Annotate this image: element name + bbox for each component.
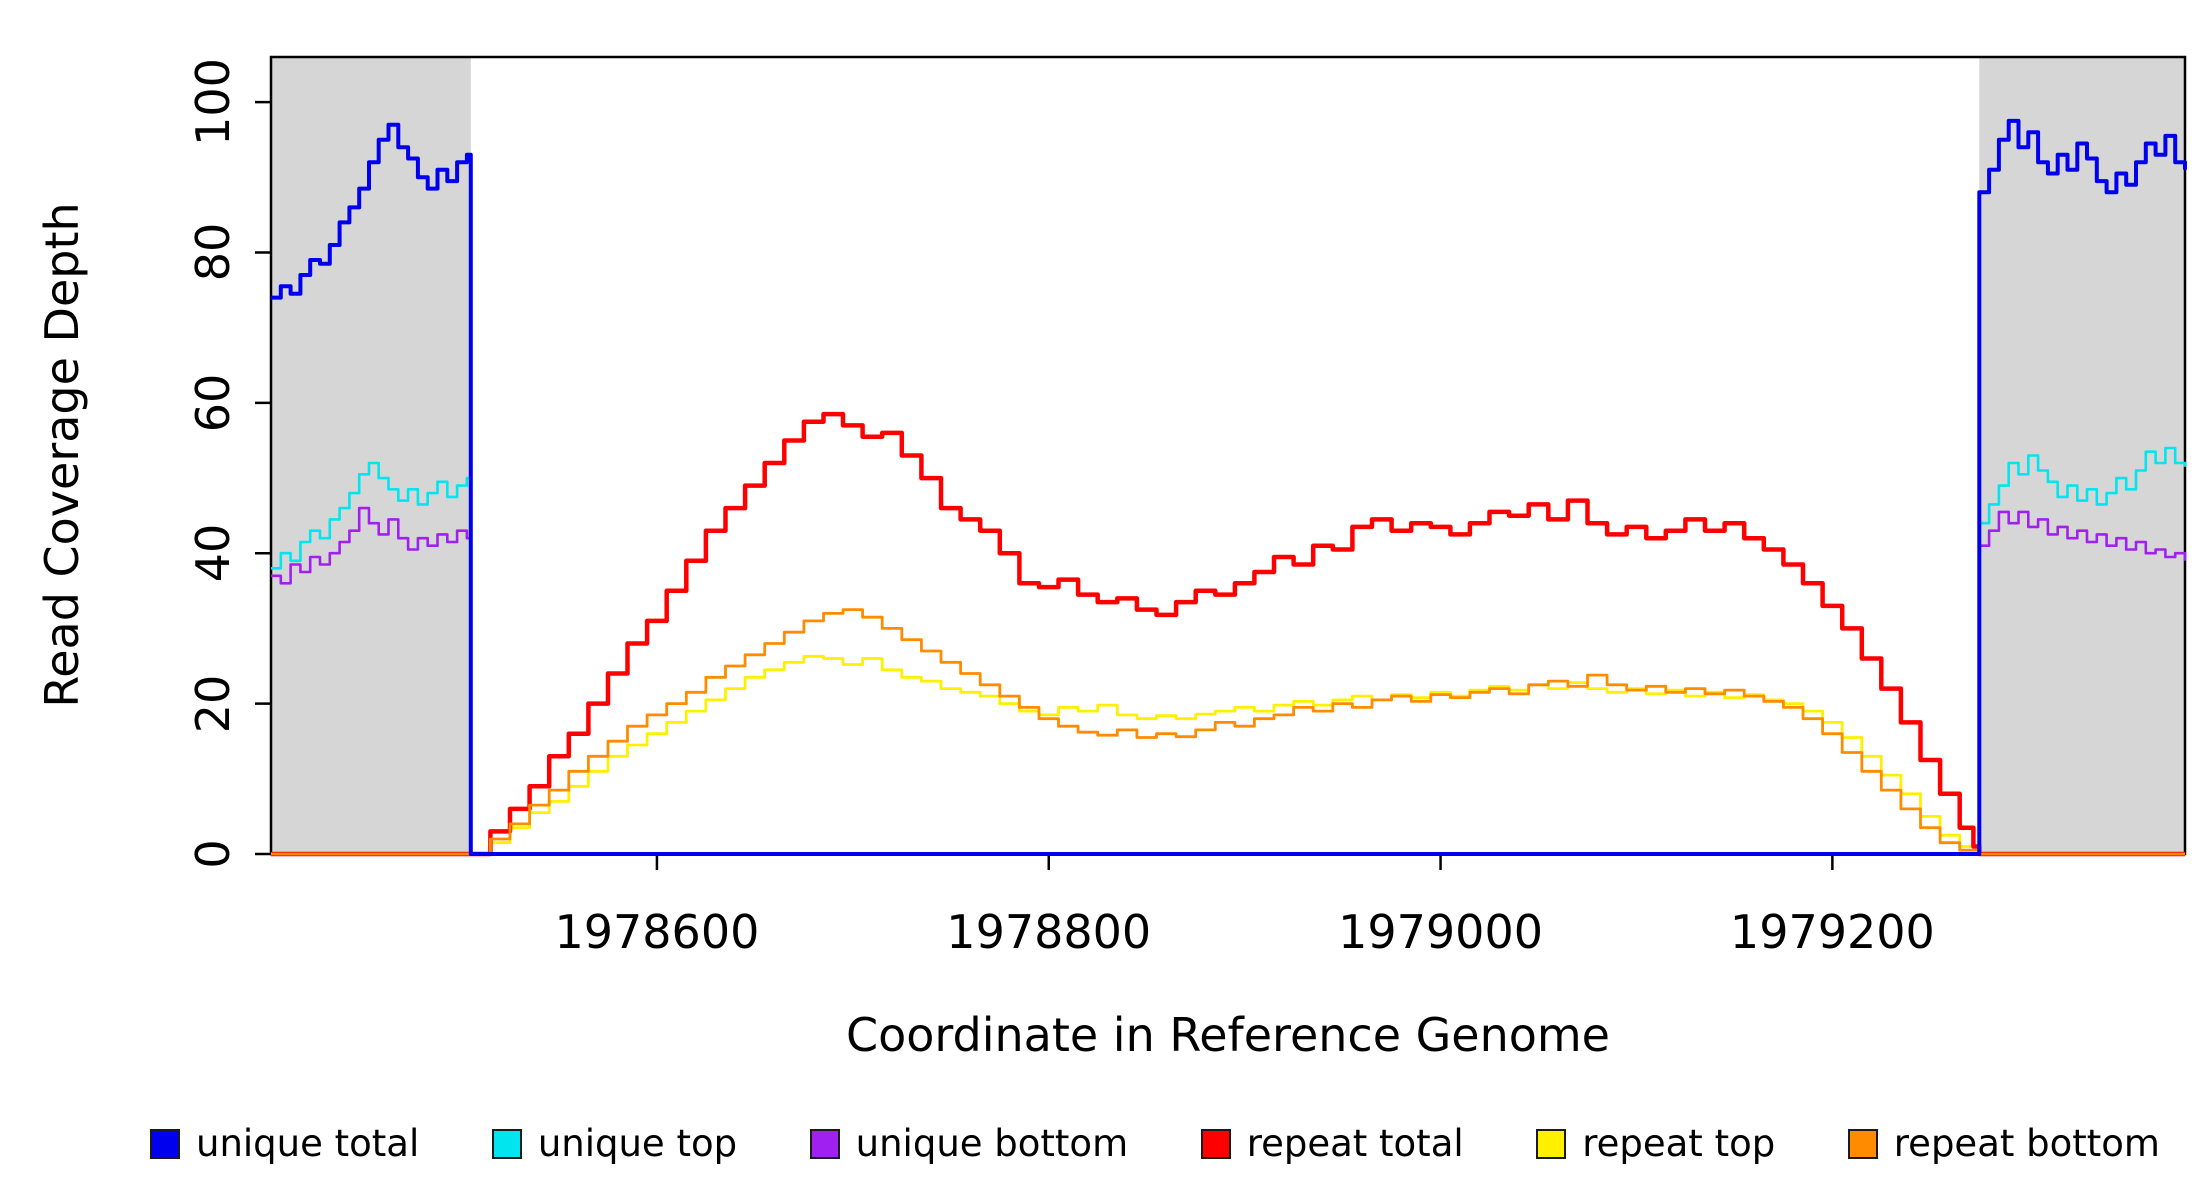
legend: unique total unique top unique bottom re… <box>150 1122 2160 1165</box>
legend-item-repeat-top: repeat top <box>1536 1122 1775 1165</box>
unique-bottom-swatch-icon <box>809 1128 840 1159</box>
series-line-repeat-total <box>271 411 2185 857</box>
y-tick-label: 80 <box>186 223 240 282</box>
legend-item-unique-bottom: unique bottom <box>809 1122 1129 1165</box>
y-tick-label: 100 <box>186 58 240 147</box>
plot-box <box>269 55 2187 856</box>
unique-top-swatch-icon <box>491 1128 522 1159</box>
y-tick-label: 0 <box>186 839 240 869</box>
legend-label: repeat total <box>1246 1122 1464 1165</box>
legend-label: repeat top <box>1582 1122 1776 1165</box>
shaded-flank-region <box>1979 57 2185 854</box>
legend-label: unique top <box>537 1122 738 1165</box>
unique-total-swatch-icon <box>150 1128 180 1159</box>
y-axis-title: Read Coverage Depth <box>35 202 89 708</box>
legend-label: repeat bottom <box>1893 1122 2160 1165</box>
legend-item-unique-total: unique total <box>150 1122 419 1165</box>
x-tick-label: 1979000 <box>1338 905 1543 959</box>
legend-label: unique bottom <box>855 1122 1129 1165</box>
x-tick-label: 1978800 <box>946 905 1152 959</box>
series-line-repeat-top <box>271 654 2185 856</box>
legend-item-repeat-bottom: repeat bottom <box>1847 1122 2160 1165</box>
x-axis-title: Coordinate in Reference Genome <box>846 1008 1610 1062</box>
y-tick-label: 40 <box>186 523 240 583</box>
repeat-top-swatch-icon <box>1536 1128 1567 1159</box>
legend-item-unique-top: unique top <box>491 1122 738 1165</box>
series-line-repeat-bottom <box>271 608 2185 856</box>
repeat-bottom-swatch-icon <box>1847 1128 1878 1159</box>
y-tick-label: 20 <box>186 674 240 733</box>
y-tick-label: 60 <box>186 373 240 433</box>
series-line-unique-top <box>271 446 2187 856</box>
x-tick-label: 1978600 <box>554 905 760 959</box>
x-tick-label: 1979200 <box>1729 905 1935 959</box>
legend-item-repeat-total: repeat total <box>1200 1122 1464 1165</box>
legend-label: unique total <box>196 1122 420 1165</box>
series-line-unique-total <box>271 118 2187 856</box>
repeat-total-swatch-icon <box>1200 1128 1231 1159</box>
